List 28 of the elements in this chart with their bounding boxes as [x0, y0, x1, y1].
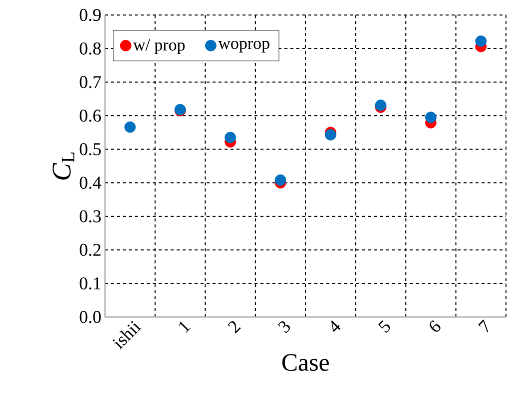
y-tick-label: 0.7: [80, 76, 101, 88]
x-tick-label: ishii: [112, 321, 142, 350]
y-axis-title: C$_{L}$: [52, 152, 74, 180]
x-tick-label: 4: [331, 320, 340, 332]
x-tick-label: 1: [179, 322, 191, 333]
y-tick-label: 0.3: [80, 210, 101, 222]
point: [425, 112, 436, 124]
y-tick-label: 0.0: [80, 310, 101, 324]
x-tick-label: 2: [228, 321, 241, 334]
y-tick-label: 0.9: [80, 8, 101, 22]
x-tick-label: 5: [378, 320, 390, 333]
x-tick-label: 7: [478, 320, 488, 332]
y-tick-label: 0.1: [80, 277, 100, 290]
y-tick-label: 0.2: [80, 244, 100, 256]
x-tick-label: 3: [278, 321, 290, 334]
legend-label: woprop: [218, 40, 270, 52]
point: [475, 35, 487, 47]
legend-label: w/ prop: [133, 39, 185, 54]
point: [224, 132, 236, 144]
y-tick-label: 0.8: [80, 42, 101, 55]
x-axis-title: Case: [282, 354, 329, 371]
point: [124, 121, 136, 133]
x-tick-label: 6: [430, 320, 440, 332]
point: [324, 129, 336, 140]
y-tick-label: 0.4: [80, 176, 102, 189]
y-tick-label: 0.6: [80, 110, 101, 122]
point: [274, 174, 286, 186]
y-tick-label: 0.5: [80, 143, 101, 156]
